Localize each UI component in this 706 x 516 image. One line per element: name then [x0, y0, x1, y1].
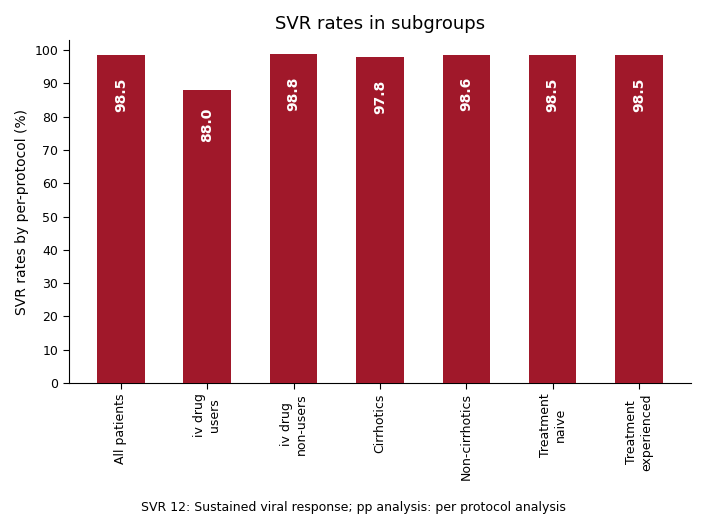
Text: 98.5: 98.5 [546, 77, 560, 111]
Bar [615, 55, 663, 383]
Text: SVR 12: Sustained viral response; pp analysis: per protocol analysis: SVR 12: Sustained viral response; pp ana… [140, 501, 566, 514]
Text: 98.5: 98.5 [114, 77, 128, 111]
Bar [97, 55, 145, 383]
Text: 98.5: 98.5 [632, 77, 646, 111]
Bar [443, 55, 490, 383]
Bar [357, 57, 404, 383]
Text: 98.8: 98.8 [287, 76, 301, 111]
Bar [270, 54, 317, 383]
Text: 97.8: 97.8 [373, 79, 387, 114]
Bar [184, 90, 231, 383]
Bar [529, 55, 576, 383]
Text: 98.6: 98.6 [460, 77, 473, 111]
Title: SVR rates in subgroups: SVR rates in subgroups [275, 15, 485, 33]
Y-axis label: SVR rates by per-protocol (%): SVR rates by per-protocol (%) [15, 108, 29, 315]
Text: 88.0: 88.0 [201, 108, 214, 142]
